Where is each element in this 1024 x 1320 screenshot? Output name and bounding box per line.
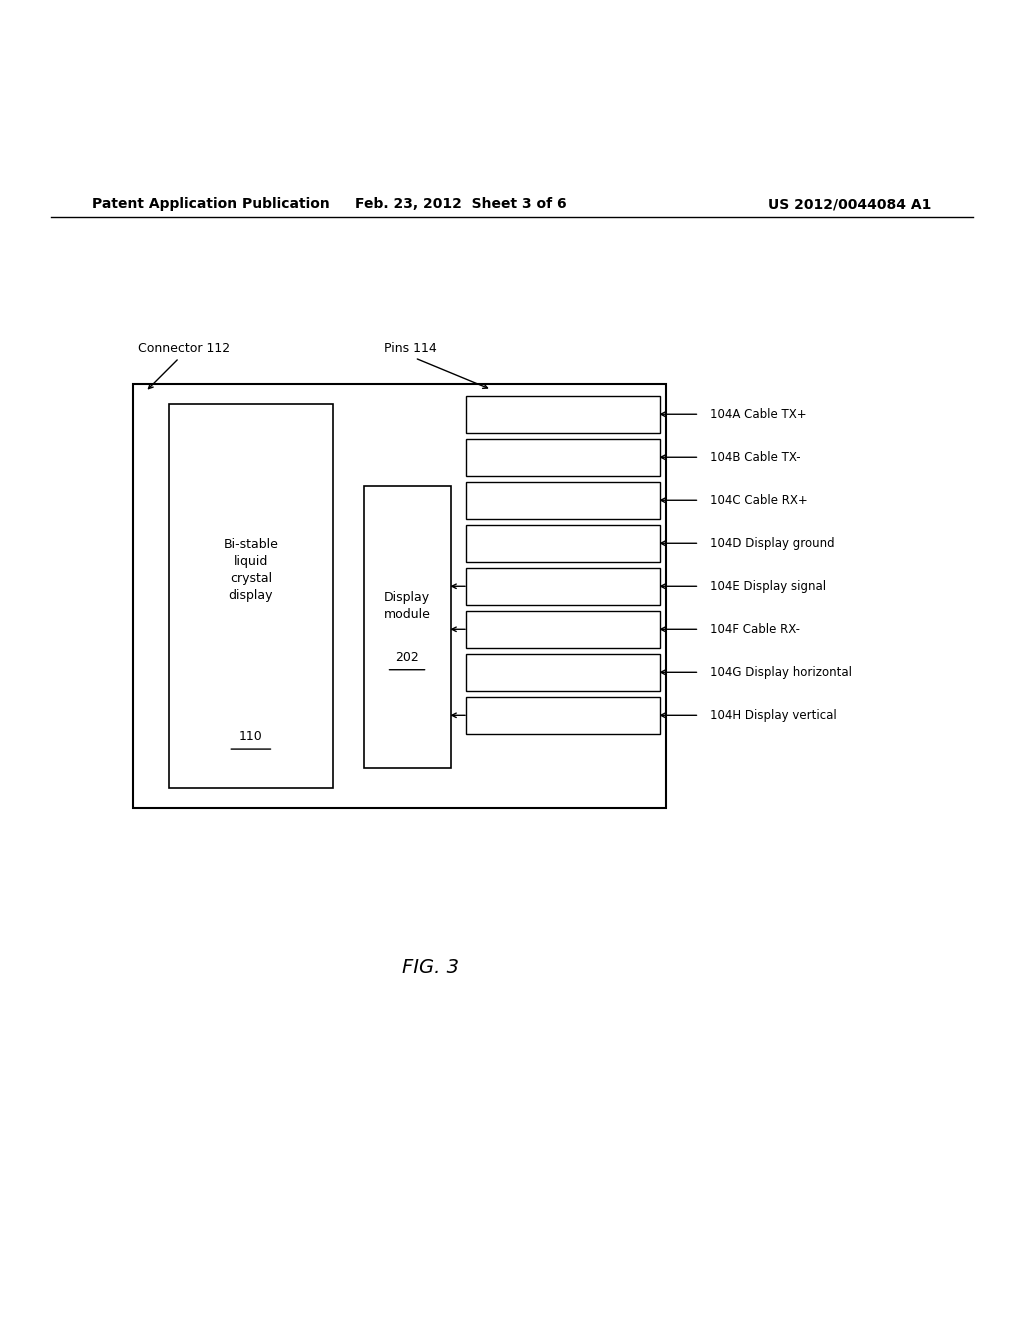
Text: Patent Application Publication: Patent Application Publication xyxy=(92,197,330,211)
Text: 104B Cable TX-: 104B Cable TX- xyxy=(710,450,801,463)
Bar xyxy=(466,697,660,734)
Text: 104F Cable RX-: 104F Cable RX- xyxy=(710,623,800,636)
Text: Display
module: Display module xyxy=(384,591,430,622)
Bar xyxy=(466,653,660,690)
Text: 104G Display horizontal: 104G Display horizontal xyxy=(710,665,852,678)
Bar xyxy=(466,482,660,519)
Text: US 2012/0044084 A1: US 2012/0044084 A1 xyxy=(768,197,932,211)
Bar xyxy=(466,396,660,433)
Text: 110: 110 xyxy=(239,730,263,743)
Bar xyxy=(466,568,660,605)
Text: 104D Display ground: 104D Display ground xyxy=(710,537,835,549)
Bar xyxy=(466,438,660,475)
Bar xyxy=(466,611,660,648)
Bar xyxy=(466,525,660,562)
Text: Feb. 23, 2012  Sheet 3 of 6: Feb. 23, 2012 Sheet 3 of 6 xyxy=(355,197,566,211)
Text: Bi-stable
liquid
crystal
display: Bi-stable liquid crystal display xyxy=(223,539,279,602)
Text: Pins 114: Pins 114 xyxy=(384,342,437,355)
Bar xyxy=(169,404,333,788)
Text: 104E Display signal: 104E Display signal xyxy=(710,579,825,593)
Text: FIG. 3: FIG. 3 xyxy=(401,958,459,977)
Text: Connector 112: Connector 112 xyxy=(138,342,230,355)
Bar xyxy=(133,384,666,808)
Text: 104H Display vertical: 104H Display vertical xyxy=(710,709,837,722)
Text: 202: 202 xyxy=(395,651,419,664)
Bar xyxy=(364,486,451,767)
Text: 104C Cable RX+: 104C Cable RX+ xyxy=(710,494,807,507)
Text: 104A Cable TX+: 104A Cable TX+ xyxy=(710,408,806,421)
